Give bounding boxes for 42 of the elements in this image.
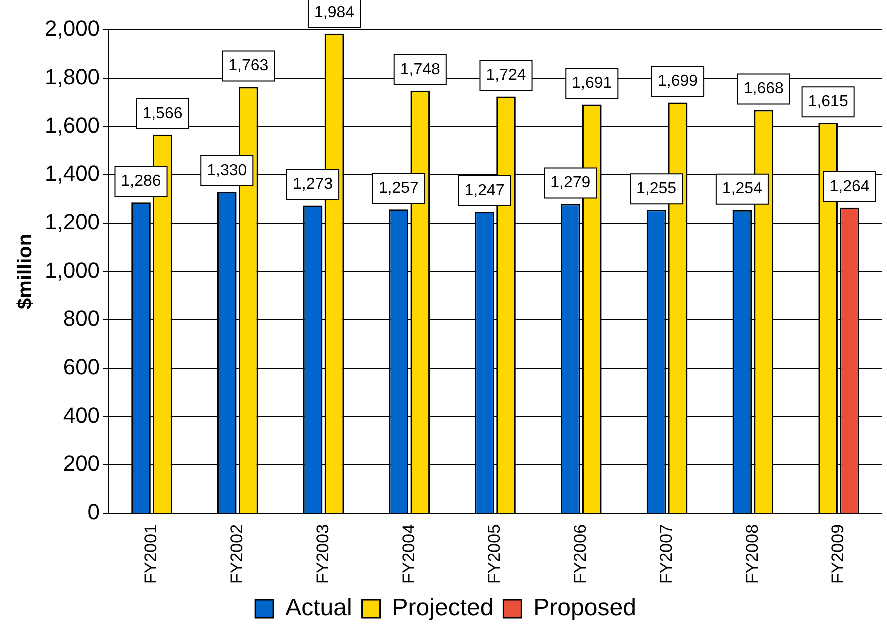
data-label: 1,699 [658,73,698,90]
y-axis-title: $million [14,234,37,310]
x-tick-label: FY2006 [571,524,590,584]
x-tick-label: FY2001 [142,524,161,584]
data-label: 1,255 [636,180,677,198]
y-tick-label: 1,200 [44,209,100,234]
legend-label: Proposed [534,594,636,622]
y-tick-label: 400 [63,402,100,428]
data-label: 1,264 [830,178,870,196]
data-label: 1,984 [314,4,355,22]
data-label: 1,273 [293,176,334,194]
x-tick-label: FY2008 [742,524,762,584]
data-label: 1,691 [572,75,612,92]
y-tick-label: 1,800 [44,64,100,90]
y-tick-label: 1,600 [44,112,100,138]
data-label: 1,668 [744,80,784,98]
x-tick-label: FY2003 [313,524,332,584]
data-label: 1,566 [142,105,183,122]
y-tick-label: 600 [63,354,100,380]
data-label: 1,763 [228,58,269,75]
data-label: 1,247 [464,182,505,200]
y-tick-label: 2,000 [44,16,100,42]
y-tick-label: 1,400 [44,161,100,186]
data-label: 1,279 [550,174,591,192]
x-tick-label: FY2004 [399,524,418,584]
x-tick-label: FY2009 [828,524,848,584]
data-label: 1,724 [486,67,526,84]
data-label: 1,330 [207,162,248,180]
data-label: 1,615 [808,93,848,110]
x-tick-label: FY2002 [228,524,247,584]
y-tick-label: 0 [88,500,100,525]
y-tick-label: 200 [63,451,100,476]
data-label: 1,257 [378,180,420,198]
data-label: 1,286 [121,173,162,190]
y-tick-label: 1,000 [44,258,100,283]
x-tick-label: FY2005 [485,524,504,584]
legend-label: Projected [392,594,494,622]
x-tick-label: FY2007 [656,524,676,584]
data-label: 1,748 [400,61,440,78]
data-label: 1,254 [722,180,763,198]
y-tick-label: 800 [63,306,100,332]
legend-label: Actual [286,594,352,622]
